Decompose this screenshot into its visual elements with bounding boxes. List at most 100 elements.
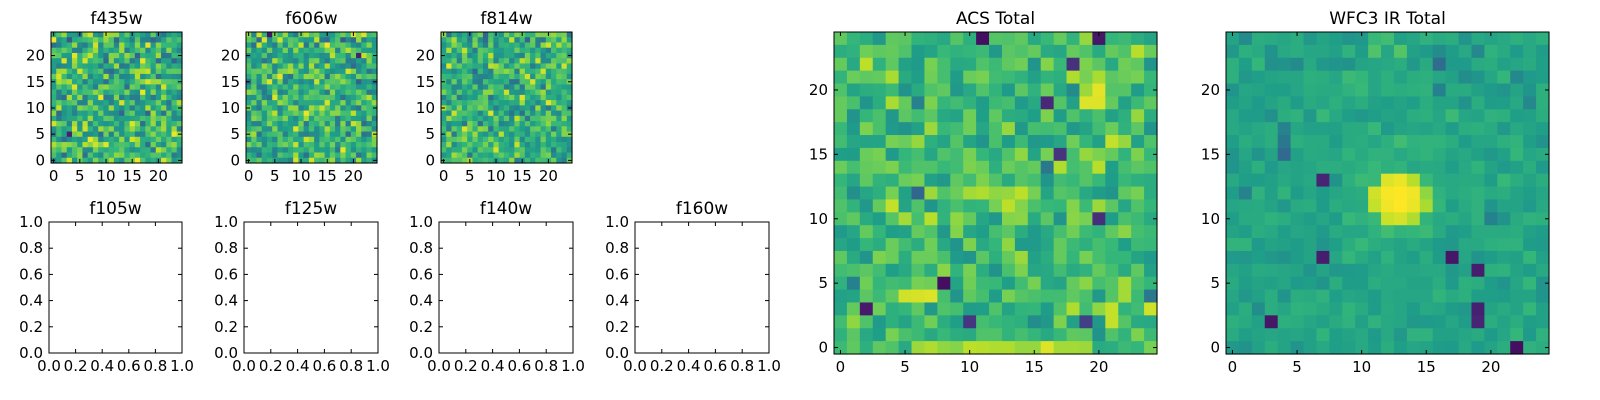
heatmap-cell: [51, 37, 57, 44]
heatmap-cell: [77, 73, 84, 80]
heatmap-cell: [266, 121, 273, 127]
heatmap-cell: [1277, 44, 1292, 59]
heatmap-cell: [1001, 186, 1016, 201]
heatmap-cell: [171, 147, 178, 154]
heatmap-cell: [498, 47, 505, 54]
heatmap-cell: [498, 73, 505, 80]
heatmap-cell: [446, 68, 453, 75]
heatmap-cell: [92, 131, 99, 138]
heatmap-cell: [566, 142, 573, 148]
heatmap-cell: [898, 173, 913, 188]
heatmap-cell: [561, 94, 568, 101]
heatmap-cell: [846, 212, 861, 226]
heatmap-cell: [261, 110, 268, 117]
heatmap-cell: [61, 52, 68, 59]
heatmap-cell: [1381, 32, 1395, 46]
heatmap-cell: [1316, 186, 1330, 201]
heatmap-cell: [503, 52, 510, 59]
heatmap-cell: [155, 37, 162, 44]
heatmap-cell: [166, 142, 173, 148]
heatmap-cell: [335, 79, 341, 85]
heatmap-cell: [898, 147, 913, 162]
heatmap-cell: [451, 142, 458, 148]
heatmap-cell: [846, 315, 861, 329]
heatmap-cell: [335, 32, 341, 38]
heatmap-cell: [561, 115, 568, 122]
heatmap-cell: [472, 63, 479, 70]
heatmap-cell: [176, 142, 183, 148]
heatmap-cell: [524, 105, 531, 112]
heatmap-cell: [119, 115, 125, 122]
heatmap-cell: [1432, 302, 1447, 316]
heatmap-cell: [535, 115, 542, 122]
heatmap-cell: [924, 289, 938, 304]
heatmap-cell: [963, 212, 977, 226]
heatmap-cell: [1290, 199, 1305, 213]
heatmap-cell: [277, 84, 284, 91]
heatmap-cell: [108, 94, 115, 101]
heatmap-cell: [282, 126, 289, 133]
heatmap-cell: [1079, 186, 1093, 201]
heatmap-cell: [82, 84, 89, 91]
heatmap-cell: [1238, 57, 1253, 72]
x-tick-label: 20: [149, 167, 168, 185]
heatmap-cell: [277, 58, 284, 65]
heatmap-cell: [519, 136, 526, 143]
heatmap-cell: [324, 142, 331, 148]
heatmap-cell: [545, 100, 552, 106]
heatmap-cell: [1066, 276, 1081, 291]
heatmap-cell: [129, 105, 136, 112]
heatmap-cell: [272, 63, 279, 70]
heatmap-cell: [1458, 160, 1473, 175]
heatmap-cell: [1432, 225, 1447, 239]
heatmap-cell: [256, 157, 263, 164]
heatmap-cell: [1419, 109, 1434, 123]
heatmap-cell: [329, 84, 336, 91]
heatmap-cell: [56, 52, 63, 59]
heatmap-cell: [103, 136, 110, 143]
heatmap-cell: [77, 47, 84, 54]
heatmap-cell: [1381, 186, 1395, 201]
heatmap-cell: [266, 68, 273, 75]
heatmap-cell: [472, 110, 479, 117]
heatmap-cell: [77, 131, 84, 138]
heatmap-cell: [277, 105, 284, 112]
heatmap-cell: [1264, 147, 1279, 162]
heatmap-cell: [155, 63, 162, 70]
heatmap-cell: [545, 110, 552, 117]
heatmap-cell: [519, 37, 526, 44]
heatmap-cell: [1536, 212, 1550, 226]
heatmap-cell: [1001, 122, 1016, 136]
heatmap-cell: [1471, 32, 1485, 46]
heatmap-cell: [1238, 199, 1253, 213]
heatmap-cell: [251, 79, 258, 85]
heatmap-cell: [87, 157, 94, 164]
heatmap-cell: [898, 32, 913, 46]
heatmap-cell: [335, 37, 341, 44]
heatmap-cell: [61, 136, 68, 143]
heatmap-cell: [535, 63, 542, 70]
heatmap-cell: [488, 94, 494, 101]
heatmap-cell: [1226, 315, 1240, 329]
heatmap-cell: [113, 121, 120, 127]
heatmap-cell: [1251, 70, 1266, 85]
heatmap-cell: [1027, 289, 1042, 304]
heatmap-cell: [1329, 186, 1343, 201]
heatmap-cell: [834, 70, 848, 85]
heatmap-cell: [277, 157, 284, 164]
heatmap-cell: [1445, 276, 1460, 291]
heatmap-cell: [1131, 70, 1145, 85]
heatmap-cell: [303, 142, 310, 148]
heatmap-cell: [171, 47, 178, 54]
heatmap-cell: [113, 63, 120, 70]
heatmap-cell: [51, 136, 57, 143]
heatmap-cell: [92, 121, 99, 127]
heatmap-cell: [166, 136, 173, 143]
heatmap-cell: [150, 121, 157, 127]
heatmap-cell: [171, 63, 178, 70]
heatmap-cell: [441, 63, 447, 70]
heatmap-cell: [834, 57, 848, 72]
heatmap-cell: [551, 84, 557, 91]
heatmap-cell: [71, 52, 78, 59]
heatmap-cell: [345, 100, 352, 106]
